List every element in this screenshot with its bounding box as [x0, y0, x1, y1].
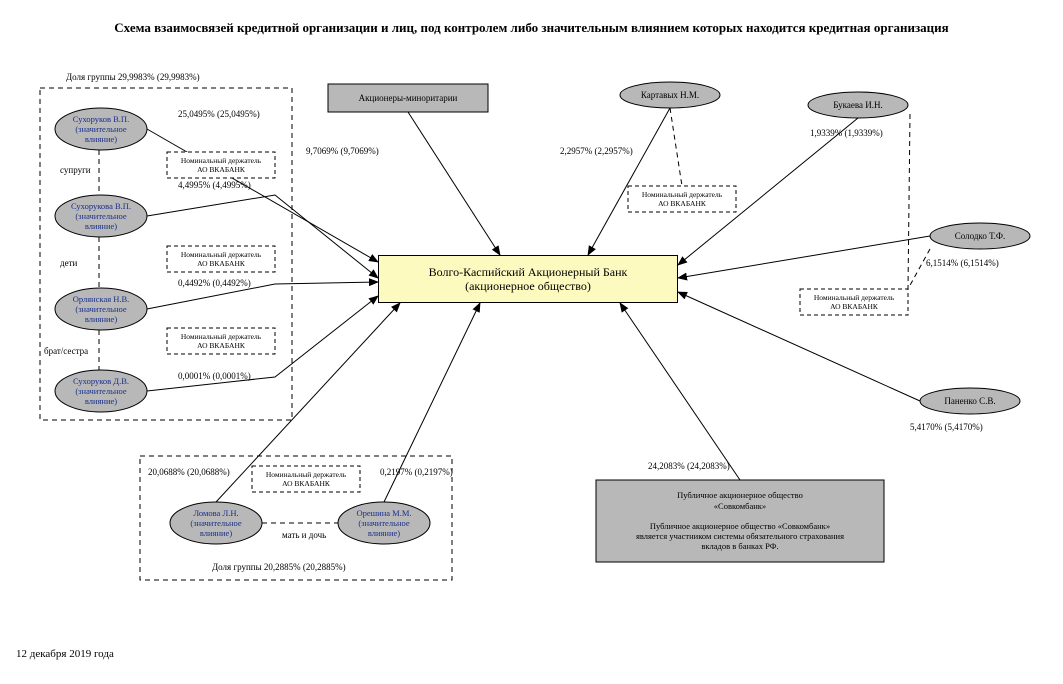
node-label-sukhorukov_dv: Сухоруков Д.В. (значительное влияние) — [55, 370, 147, 412]
node-label-nominee2: Номинальный держатель АО ВКАБАНК — [167, 246, 275, 272]
diagram-label: брат/сестра — [44, 346, 88, 357]
diagram-label: супруги — [60, 165, 91, 176]
diagram-label: 2,2957% (2,2957%) — [560, 146, 633, 157]
diagram-label: 20,0688% (20,0688%) — [148, 467, 230, 478]
diagram-label: 5,4170% (5,4170%) — [910, 422, 983, 433]
diagram-label: 6,1514% (6,1514%) — [926, 258, 999, 269]
node-label-orlyanskaya_nv: Орлянская Н.В. (значительное влияние) — [55, 288, 147, 330]
document-date: 12 декабря 2019 года — [16, 648, 114, 661]
diagram-label: Доля группы 20,2885% (20,2885%) — [212, 562, 346, 573]
edge — [908, 249, 930, 289]
node-label-sovcombank: Публичное акционерное общество «Совкомба… — [596, 480, 884, 562]
edge — [588, 108, 670, 255]
node-label-nominee_s: Номинальный держатель АО ВКАБАНК — [800, 289, 908, 315]
diagram-label: 25,0495% (25,0495%) — [178, 109, 260, 120]
node-label-minority: Акционеры-миноритарии — [328, 84, 488, 112]
diagram-label: 0,4492% (0,4492%) — [178, 278, 251, 289]
edge — [678, 236, 930, 278]
node-label-solodko: Солодко Т.Ф. — [930, 223, 1030, 249]
diagram-label: дети — [60, 258, 77, 269]
node-label-oreshina: Орешина М.М. (значительное влияние) — [338, 502, 430, 544]
edge — [908, 114, 910, 289]
central-bank-node: Волго-Каспийский Акционерный Банк (акцио… — [378, 255, 678, 303]
edge — [620, 303, 740, 480]
node-label-nominee_lo: Номинальный держатель АО ВКАБАНК — [252, 466, 360, 492]
node-label-bukaeva: Букаева И.Н. — [808, 92, 908, 118]
diagram-label: 9,7069% (9,7069%) — [306, 146, 379, 157]
edge — [670, 108, 682, 186]
edge — [408, 112, 500, 255]
diagram-label: 1,9339% (1,9339%) — [810, 128, 883, 139]
diagram-label: 24,2083% (24,2083%) — [648, 461, 730, 472]
diagram-label: 0,2197% (0,2197%) — [380, 467, 453, 478]
node-label-sukhorukov_vp: Сухоруков В.П. (значительное влияние) — [55, 108, 147, 150]
node-label-lomova: Ломова Л.Н. (значительное влияние) — [170, 502, 262, 544]
diagram-label: мать и дочь — [282, 530, 326, 541]
diagram-label: 4,4995% (4,4995%) — [178, 180, 251, 191]
node-label-nominee1: Номинальный держатель АО ВКАБАНК — [167, 152, 275, 178]
node-label-sukhorukova_vp: Сухорукова В.П. (значительное влияние) — [55, 195, 147, 237]
diagram-label: 0,0001% (0,0001%) — [178, 371, 251, 382]
node-label-panenko: Паненко С.В. — [920, 388, 1020, 414]
node-label-kartavykh: Картавых Н.М. — [620, 82, 720, 108]
diagram-label: Доля группы 29,9983% (29,9983%) — [66, 72, 200, 83]
page-title: Схема взаимосвязей кредитной организации… — [0, 20, 1063, 37]
node-label-nominee3: Номинальный держатель АО ВКАБАНК — [167, 328, 275, 354]
node-label-nominee_k: Номинальный держатель АО ВКАБАНК — [628, 186, 736, 212]
